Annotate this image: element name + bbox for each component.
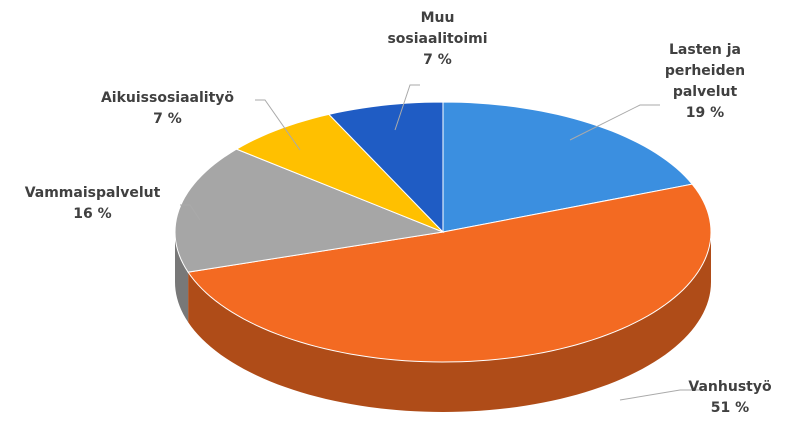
slice	[235, 113, 444, 233]
slice-label: Aikuissosiaalityö 7 %	[80, 88, 255, 130]
category-name: Vammaispalvelut	[24, 185, 161, 201]
slice	[187, 183, 712, 363]
category-name: Vanhustyö	[688, 379, 772, 395]
category-name: Muu sosiaalitoimi	[387, 10, 488, 47]
value-label: 7 %	[423, 52, 452, 68]
leader-line	[569, 104, 660, 141]
category-name: Lasten ja perheiden palvelut	[664, 42, 746, 100]
slice-label: Vammaispalvelut 16 %	[0, 183, 185, 225]
slice	[442, 101, 694, 233]
slice-label: Vanhustyö 51 %	[660, 377, 798, 419]
slice	[174, 148, 445, 273]
leader-line	[255, 99, 301, 151]
slice-label: Muu sosiaalitoimi 7 %	[355, 8, 520, 71]
slice-label: Lasten ja perheiden palvelut 19 %	[640, 40, 770, 124]
value-label: 7 %	[153, 111, 182, 127]
value-label: 51 %	[710, 400, 750, 416]
leader-line	[619, 389, 700, 401]
value-label: 19 %	[685, 105, 725, 121]
leader-line	[394, 84, 420, 131]
leader-line	[180, 204, 201, 221]
slice-side	[188, 232, 712, 412]
category-name: Aikuissosiaalityö	[100, 90, 235, 106]
slice-side	[175, 232, 189, 323]
value-label: 16 %	[73, 206, 112, 222]
slice	[327, 101, 444, 234]
